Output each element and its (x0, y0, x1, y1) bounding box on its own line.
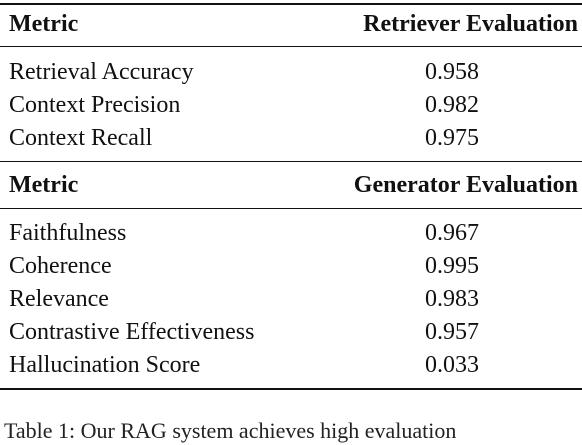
metric-value: 0.983 (425, 286, 479, 312)
metric-value: 0.967 (425, 220, 479, 246)
retriever-header-row: Metric Retriever Evaluation (0, 8, 582, 40)
metric-name: Relevance (9, 286, 109, 312)
table-row: Context Precision 0.982 (0, 89, 582, 121)
metric-name: Coherence (9, 253, 112, 279)
table-row: Relevance 0.983 (0, 283, 582, 315)
header-rule (0, 46, 582, 47)
metric-name: Retrieval Accuracy (9, 59, 194, 85)
header-metric-label: Metric (9, 11, 79, 37)
table-row: Coherence 0.995 (0, 250, 582, 282)
table-row: Hallucination Score 0.033 (0, 349, 582, 381)
bottom-rule (0, 388, 582, 390)
metric-value: 0.975 (425, 125, 479, 151)
header-metric-label: Metric (9, 172, 79, 198)
metric-value: 0.958 (425, 59, 479, 85)
metric-name: Faithfulness (9, 220, 127, 246)
metric-value: 0.982 (425, 92, 479, 118)
section-rule (0, 161, 582, 162)
metric-name: Context Precision (9, 92, 181, 118)
table-row: Context Recall 0.975 (0, 122, 582, 154)
metric-name: Hallucination Score (9, 352, 201, 378)
metric-name: Context Recall (9, 125, 153, 151)
table-row: Contrastive Effectiveness 0.957 (0, 316, 582, 348)
metric-name: Contrastive Effectiveness (9, 319, 255, 345)
top-rule (0, 3, 582, 5)
header-column-label: Generator Evaluation (353, 172, 578, 198)
header-column-label: Retriever Evaluation (363, 11, 578, 37)
metric-value: 0.033 (425, 352, 479, 378)
generator-header-row: Metric Generator Evaluation (0, 169, 582, 201)
metric-value: 0.957 (425, 319, 479, 345)
table-row: Retrieval Accuracy 0.958 (0, 56, 582, 88)
table-caption: Table 1: Our RAG system achieves high ev… (4, 418, 457, 443)
header-rule (0, 208, 582, 209)
metric-value: 0.995 (425, 253, 479, 279)
table-row: Faithfulness 0.967 (0, 217, 582, 249)
